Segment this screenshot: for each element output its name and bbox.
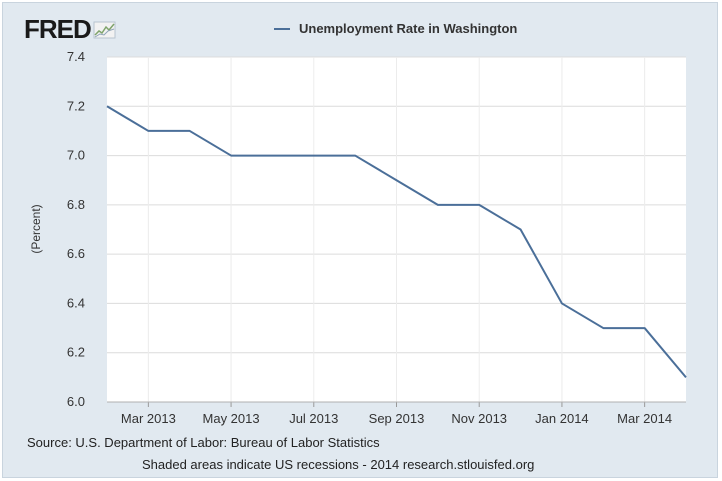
x-tick-label: Mar 2014 xyxy=(617,411,672,426)
x-tick-label: Jul 2013 xyxy=(289,411,338,426)
series-group xyxy=(106,105,687,378)
y-tick-label: 6.4 xyxy=(67,295,85,310)
y-tick-label: 7.4 xyxy=(67,49,85,64)
y-axis-label: (Percent) xyxy=(29,204,43,253)
source-text: Source: U.S. Department of Labor: Bureau… xyxy=(27,435,380,450)
x-tick-label: Sep 2013 xyxy=(369,411,425,426)
y-tick-label: 6.6 xyxy=(67,246,85,261)
recession-note: Shaded areas indicate US recessions - 20… xyxy=(142,457,535,472)
x-tick-label: Jan 2014 xyxy=(535,411,589,426)
y-axis-ticks: 6.0 6.2 6.4 6.6 6.8 7.0 7.2 7.4 xyxy=(67,49,85,409)
series-line xyxy=(106,105,687,378)
x-tick-label: Nov 2013 xyxy=(451,411,507,426)
legend-label: Unemployment Rate in Washington xyxy=(299,21,518,36)
legend-swatch xyxy=(274,27,290,30)
logo-text: FRED xyxy=(24,14,92,44)
y-tick-label: 6.2 xyxy=(67,345,85,360)
x-tick-label: May 2013 xyxy=(203,411,260,426)
x-axis-ticks: Mar 2013 May 2013 Jul 2013 Sep 2013 Nov 2013… xyxy=(107,401,686,426)
y-tick-label: 6.0 xyxy=(67,394,85,409)
x-tick-label: Mar 2013 xyxy=(121,411,176,426)
fred-logo: FRED xyxy=(24,14,117,45)
y-tick-label: 7.0 xyxy=(67,148,85,163)
chart-legend: Unemployment Rate in Washington xyxy=(274,21,517,36)
y-tick-label: 6.8 xyxy=(67,197,85,212)
y-tick-label: 7.2 xyxy=(67,98,85,113)
fred-graph-icon xyxy=(93,21,116,38)
